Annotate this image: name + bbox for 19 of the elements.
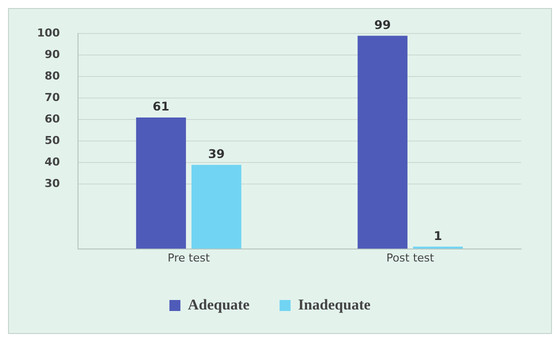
y-tick-label: 70 (44, 91, 60, 104)
data-label: 39 (208, 146, 225, 161)
y-tick-label: 50 (44, 134, 60, 148)
y-tick-label: 30 (44, 177, 60, 190)
x-tick-label: Post test (386, 251, 435, 264)
legend-label: Inadequate (298, 297, 371, 314)
x-tick-label: Pre test (168, 251, 210, 264)
data-label: 99 (374, 18, 391, 32)
bar (191, 164, 242, 249)
y-tick-label: 100 (36, 26, 60, 40)
y-tick-label: 40 (44, 156, 60, 169)
y-tick-label: 90 (44, 48, 60, 61)
legend-label: Adequate (188, 297, 250, 314)
data-label: 61 (152, 100, 170, 114)
y-tick-label: 80 (44, 70, 60, 82)
bar (358, 36, 408, 249)
y-tick-label: 60 (44, 112, 60, 126)
bar (136, 118, 186, 249)
data-label: 1 (434, 228, 442, 243)
